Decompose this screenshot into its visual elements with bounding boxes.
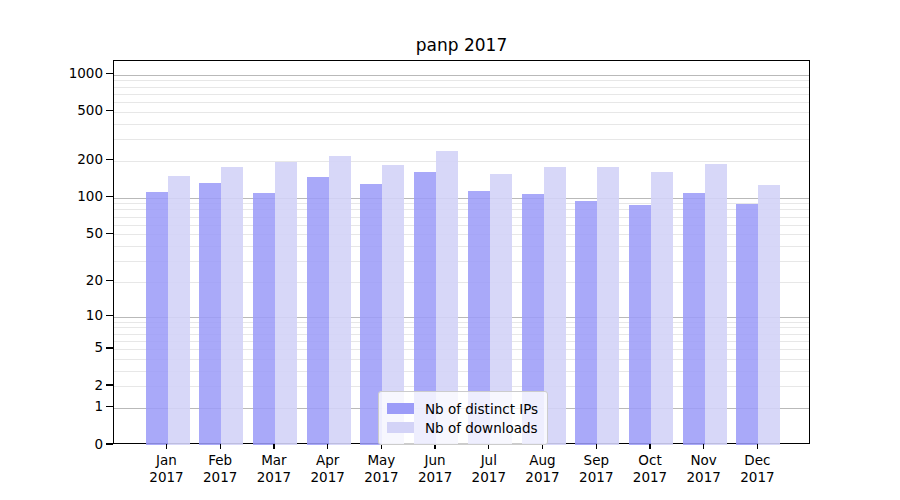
minor-gridline <box>114 112 809 113</box>
y-tick-label: 50 <box>41 225 103 242</box>
x-tick-mark <box>649 444 650 449</box>
downloads-bar <box>275 162 297 445</box>
y-tick-mark <box>106 406 113 407</box>
plot-area <box>113 60 810 444</box>
x-tick-mark <box>220 444 221 449</box>
chart-title: panp 2017 <box>113 36 810 54</box>
downloads-bar <box>705 164 727 445</box>
downloads-bar <box>168 176 190 445</box>
downloads-bar <box>329 156 351 445</box>
x-tick-mark <box>273 444 274 449</box>
y-tick-label: 20 <box>41 272 103 289</box>
x-tick-label: Dec2017 <box>725 452 789 486</box>
ips-legend-label: Nb of distinct IPs <box>425 401 538 417</box>
minor-gridline <box>114 87 809 88</box>
ips-bar <box>307 177 329 445</box>
x-tick-mark <box>166 444 167 449</box>
x-tick-year: 2017 <box>725 469 789 486</box>
ips-bar <box>736 204 758 445</box>
downloads-bar <box>597 167 619 445</box>
y-tick-label: 200 <box>41 151 103 168</box>
y-tick-mark <box>106 73 113 74</box>
y-tick-label: 1 <box>41 398 103 415</box>
downloads-legend-swatch <box>387 422 414 433</box>
y-tick-mark <box>106 233 113 234</box>
legend: Nb of distinct IPs Nb of downloads <box>378 391 548 445</box>
minor-gridline <box>114 94 809 95</box>
major-gridline <box>114 75 809 76</box>
minor-gridline <box>114 124 809 125</box>
legend-row-downloads: Nb of downloads <box>387 419 538 436</box>
downloads-bar <box>758 185 780 445</box>
y-tick-label: 500 <box>41 102 103 119</box>
downloads-legend-label: Nb of downloads <box>425 420 538 436</box>
downloads-bar <box>221 167 243 445</box>
minor-gridline <box>114 139 809 140</box>
x-tick-mark <box>757 444 758 449</box>
y-tick-mark <box>106 315 113 316</box>
ips-legend-swatch <box>387 403 414 414</box>
y-tick-label: 5 <box>41 339 103 356</box>
minor-gridline <box>114 102 809 103</box>
y-tick-mark <box>106 196 113 197</box>
y-tick-mark <box>106 443 113 444</box>
figure: panp 2017 10005002001005020105210Jan2017… <box>0 0 900 500</box>
ips-bar <box>629 205 651 445</box>
x-tick-month: Dec <box>725 452 789 469</box>
ips-bar <box>146 192 168 445</box>
legend-row-ips: Nb of distinct IPs <box>387 400 538 417</box>
y-tick-mark <box>106 384 113 385</box>
downloads-bar <box>651 172 673 445</box>
y-tick-label: 2 <box>41 377 103 394</box>
ips-bar <box>253 193 275 446</box>
ips-bar <box>199 183 221 445</box>
minor-gridline <box>114 80 809 81</box>
y-tick-label: 0 <box>41 436 103 453</box>
y-tick-mark <box>106 159 113 160</box>
y-tick-label: 10 <box>41 307 103 324</box>
y-tick-label: 100 <box>41 188 103 205</box>
minor-gridline <box>114 161 809 162</box>
x-tick-mark <box>703 444 704 449</box>
ips-bar <box>575 201 597 445</box>
y-tick-mark <box>106 280 113 281</box>
y-tick-mark <box>106 347 113 348</box>
ips-bar <box>683 193 705 446</box>
x-tick-mark <box>596 444 597 449</box>
x-tick-mark <box>327 444 328 449</box>
y-tick-label: 1000 <box>41 65 103 82</box>
y-tick-mark <box>106 110 113 111</box>
